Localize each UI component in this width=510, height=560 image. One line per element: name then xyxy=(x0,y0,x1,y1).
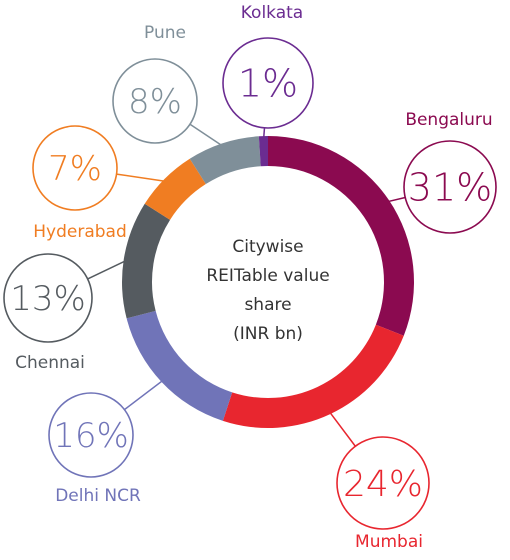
callout-circle-kolkata xyxy=(222,37,314,129)
percent-label-delhi-ncr: 16% xyxy=(53,416,129,456)
percent-label-pune: 8% xyxy=(128,82,182,122)
connector-mumbai xyxy=(327,410,356,447)
slice-bengaluru xyxy=(268,136,414,336)
city-label-hyderabad: Hyderabad xyxy=(33,222,127,242)
callout-circle-delhi-ncr xyxy=(48,392,134,478)
slice-delhi-ncr xyxy=(126,310,233,421)
connector-lines xyxy=(87,123,406,447)
center-label-line-4: (INR bn) xyxy=(233,324,303,344)
city-label-bengaluru: Bengaluru xyxy=(405,110,492,130)
center-label-line-2: REITable value xyxy=(206,266,329,286)
percent-label-mumbai: 24% xyxy=(343,464,423,505)
percent-label-hyderabad: 7% xyxy=(48,149,102,189)
percent-label-kolkata: 1% xyxy=(238,62,298,106)
city-label-delhi-ncr: Delhi NCR xyxy=(55,486,141,506)
percent-label-chennai: 13% xyxy=(10,279,86,319)
slice-chennai xyxy=(122,203,171,319)
callout-circle-bengaluru xyxy=(403,140,497,234)
callout-circle-mumbai xyxy=(336,436,430,530)
percent-label-bengaluru: 31% xyxy=(408,166,492,210)
center-label: Citywise REITable value share (INR bn) xyxy=(206,237,329,344)
center-label-line-1: Citywise xyxy=(232,237,303,257)
connector-chennai xyxy=(87,259,129,280)
slice-hyderabad xyxy=(144,158,206,220)
city-label-kolkata: Kolkata xyxy=(241,3,303,23)
center-label-line-3: share xyxy=(244,295,291,315)
city-label-mumbai: Mumbai xyxy=(355,532,423,552)
connector-pune xyxy=(189,123,225,148)
slice-mumbai xyxy=(222,324,404,428)
city-label-pune: Pune xyxy=(144,23,186,43)
slice-pune xyxy=(189,136,261,185)
slice-kolkata xyxy=(258,136,268,167)
callout-circle-pune xyxy=(112,58,198,144)
city-label-chennai: Chennai xyxy=(15,353,85,373)
callout-bubbles: 31% 24% 16% 13% 7% 8% 1% xyxy=(3,37,497,530)
callout-circle-chennai xyxy=(3,253,93,343)
donut-slices xyxy=(122,136,414,428)
connector-hyderabad xyxy=(116,173,168,183)
callout-circle-hyderabad xyxy=(32,125,118,211)
connector-delhi-ncr xyxy=(123,378,165,411)
city-labels: Bengaluru Mumbai Delhi NCR Chennai Hyderabad… xyxy=(15,3,493,552)
